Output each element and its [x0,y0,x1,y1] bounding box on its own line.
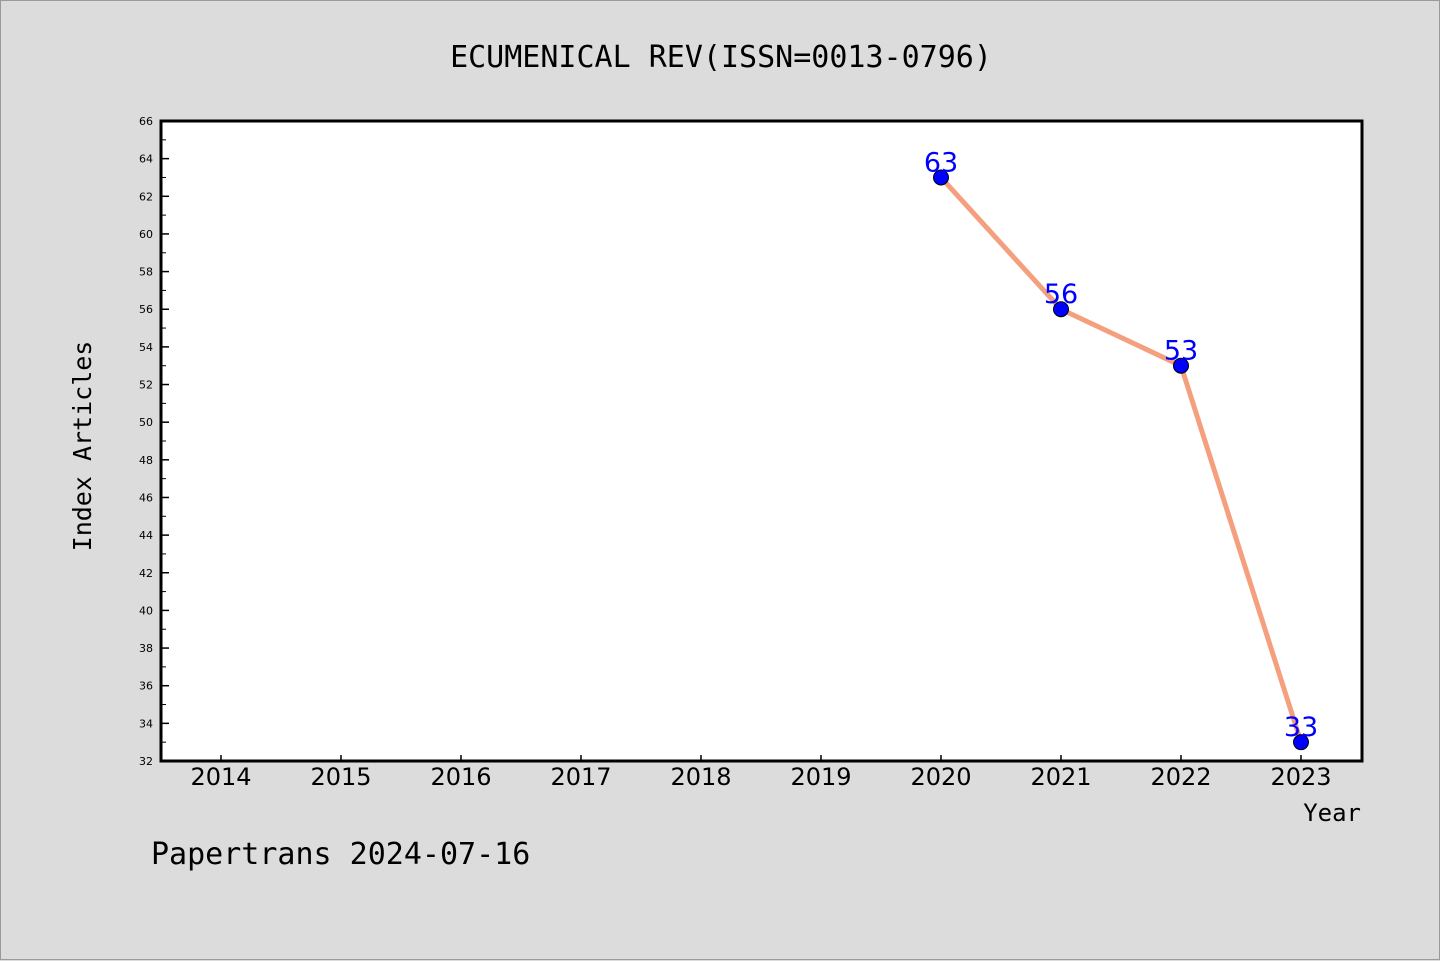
y-tick-label: 56 [139,303,153,316]
chart-title: ECUMENICAL REV(ISSN=0013-0796) [450,40,992,75]
x-tick-label: 2020 [910,763,971,791]
y-tick-label: 54 [139,341,153,354]
y-tick-label: 66 [139,115,153,128]
y-tick-label: 62 [139,190,153,203]
data-label: 63 [924,147,958,178]
x-tick-label: 2017 [550,763,611,791]
data-point [1053,301,1069,318]
y-tick-label: 64 [139,153,153,166]
y-tick-label: 32 [139,755,153,768]
x-tick-label: 2022 [1150,763,1211,791]
y-tick-label: 58 [139,266,153,279]
y-tick-label: 46 [139,491,153,504]
x-tick-label: 2019 [790,763,851,791]
y-axis: 32 34 36 38 40 42 44 46 48 50 52 54 56 58 60 62 64 66 [139,115,169,768]
x-tick-label: 2014 [190,763,251,791]
y-tick-label: 44 [139,529,153,542]
data-point [1293,734,1309,751]
plot-area [159,119,1364,763]
x-axis-label: Year [1303,799,1361,827]
x-tick-label: 2018 [670,763,731,791]
data-point [933,169,949,186]
y-tick-label: 34 [139,717,153,730]
series-layer: 63 56 53 33 [924,147,1318,751]
x-tick-label: 2021 [1030,763,1091,791]
data-label: 33 [1284,712,1318,743]
x-tick-label: 2015 [310,763,371,791]
x-tick-label: 2023 [1270,763,1331,791]
data-label: 53 [1164,336,1198,367]
y-tick-label: 60 [139,228,153,241]
y-tick-label: 52 [139,379,153,392]
y-tick-label: 40 [139,604,153,617]
data-point [1173,357,1189,374]
data-label: 56 [1044,279,1078,310]
x-tick-label: 2016 [430,763,491,791]
y-axis-label: Index Articles [68,341,97,552]
y-tick-label: 50 [139,416,153,429]
y-tick-label: 36 [139,680,153,693]
footer-credit: Papertrans 2024-07-16 [151,837,530,872]
series-line [939,175,1304,743]
x-axis: 2014 2015 2016 2017 2018 2019 2020 2021 2022 2023 [190,755,1332,791]
y-tick-label: 38 [139,642,153,655]
y-tick-label: 48 [139,454,153,467]
y-tick-label: 42 [139,567,153,580]
